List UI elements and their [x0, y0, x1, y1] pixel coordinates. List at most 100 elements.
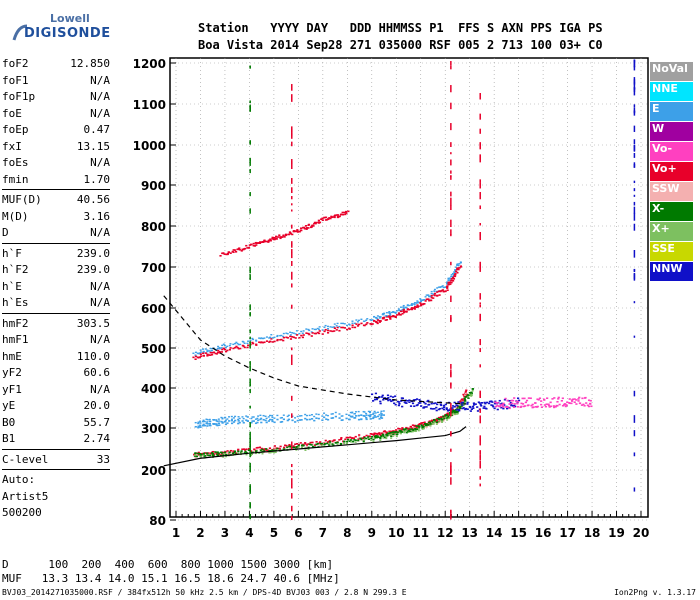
echo-point: [493, 402, 497, 405]
echo-point: [582, 403, 585, 406]
echo-point: [442, 290, 445, 293]
echo-point: [206, 454, 209, 456]
echo-point: [568, 398, 571, 400]
echo-point: [398, 427, 401, 430]
echo-point: [513, 403, 516, 405]
echo-point: [273, 449, 276, 452]
echo-point: [399, 306, 402, 308]
echo-point: [422, 427, 425, 430]
echo-point: [378, 414, 381, 416]
echo-point: [437, 286, 440, 288]
echo-point: [547, 404, 551, 407]
echo-point: [451, 411, 454, 414]
echo-point: [304, 413, 307, 416]
echo-point: [556, 405, 559, 407]
echo-point: [363, 324, 366, 327]
param-value: N/A: [90, 279, 110, 293]
interference-line: [291, 209, 293, 212]
echo-point: [513, 404, 516, 407]
echo-point: [262, 418, 265, 421]
echo-point: [372, 434, 375, 436]
params-group-6: Auto: Artist5 500200: [2, 472, 110, 522]
echo-point: [336, 322, 339, 325]
echo-point: [353, 326, 357, 329]
echo-point: [432, 297, 435, 299]
echo-point: [418, 428, 421, 430]
interference-line: [633, 79, 636, 85]
param-name: Auto:: [2, 473, 36, 486]
echo-point: [446, 289, 449, 292]
echo-point: [222, 252, 225, 255]
echo-point: [446, 419, 449, 421]
interference-line: [249, 66, 251, 69]
echo-point: [430, 294, 433, 297]
echo-point: [464, 408, 467, 411]
echo-point: [269, 340, 272, 343]
echo-point: [300, 415, 303, 417]
echo-point: [502, 407, 505, 410]
muf-table: D 100 200 400 600 800 1000 1500 3000 [km…: [2, 558, 340, 586]
echo-point: [411, 424, 415, 427]
echo-point: [432, 420, 435, 423]
echo-point: [379, 316, 382, 318]
echo-point: [376, 319, 380, 321]
interference-line: [479, 142, 481, 146]
echo-point: [292, 336, 295, 339]
echo-point: [432, 423, 435, 425]
echo-point: [317, 219, 320, 222]
echo-point: [380, 417, 384, 419]
interference-line: [291, 469, 293, 476]
echo-point: [324, 443, 327, 445]
echo-point: [482, 407, 485, 409]
echo-point: [217, 345, 220, 348]
echo-point: [390, 311, 393, 314]
echo-point: [311, 441, 314, 444]
echo-point: [275, 235, 278, 238]
echo-point: [291, 332, 294, 334]
param-name: foE: [2, 106, 22, 120]
echo-point: [452, 410, 455, 413]
echo-point: [244, 450, 247, 453]
echo-point: [336, 443, 339, 446]
echo-point: [314, 332, 318, 335]
echo-point: [331, 413, 334, 415]
echo-point: [209, 350, 212, 352]
echo-point: [450, 279, 453, 282]
x-tick-label: 18: [584, 526, 601, 540]
echo-point: [470, 392, 473, 395]
echo-point: [383, 436, 387, 439]
echo-point: [252, 420, 255, 422]
interference-line: [633, 180, 636, 184]
echo-point: [342, 326, 345, 329]
interference-line: [450, 234, 452, 237]
echo-point: [363, 320, 366, 323]
echo-point: [374, 316, 377, 319]
echo-point: [263, 239, 266, 242]
echo-point: [452, 409, 455, 412]
echo-point: [235, 345, 238, 348]
echo-point: [418, 426, 421, 428]
echo-point: [283, 448, 286, 450]
echo-point: [331, 440, 334, 442]
param-name: 500200: [2, 506, 42, 519]
echo-point: [483, 405, 486, 408]
echo-point: [512, 406, 516, 408]
y-tick-label: 900: [141, 179, 166, 193]
echo-point: [581, 397, 584, 400]
echo-point: [415, 425, 418, 427]
interference-line: [479, 313, 481, 317]
echo-point: [355, 323, 358, 325]
echo-point: [556, 400, 559, 403]
interference-line: [291, 134, 293, 139]
echo-point: [297, 445, 300, 448]
echo-point: [464, 400, 467, 402]
echo-point: [206, 423, 209, 425]
echo-point: [394, 395, 397, 398]
param-value: 60.6: [83, 366, 111, 379]
header-block: Station YYYY DAY DDD HHMMSS P1 FFS S AXN…: [198, 20, 603, 54]
interference-line: [450, 219, 452, 228]
interference-line: [291, 441, 293, 449]
echo-point: [457, 401, 460, 403]
echo-point: [279, 334, 282, 337]
echo-point: [463, 396, 466, 398]
